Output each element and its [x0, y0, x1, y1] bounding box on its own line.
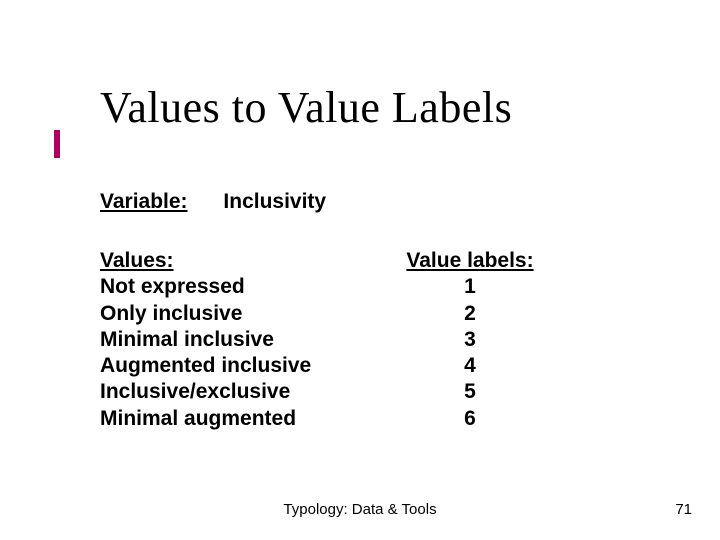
- label-row: 3: [380, 327, 560, 353]
- label-row: 2: [380, 301, 560, 327]
- label-row: 5: [380, 379, 560, 405]
- accent-bar: [54, 130, 60, 158]
- value-row: Minimal inclusive: [100, 327, 380, 353]
- values-header: Values:: [100, 248, 380, 274]
- value-row: Not expressed: [100, 274, 380, 300]
- page-number: 71: [675, 501, 692, 518]
- label-row: 6: [380, 406, 560, 432]
- label-row: 4: [380, 353, 560, 379]
- footer-text: Typology: Data & Tools: [0, 501, 720, 518]
- variable-label: Variable:: [100, 190, 188, 213]
- value-row: Inclusive/exclusive: [100, 379, 380, 405]
- labels-header: Value labels:: [380, 248, 560, 274]
- columns: Values: Not expressed Only inclusive Min…: [100, 248, 560, 432]
- slide: Values to Value Labels Variable: Inclusi…: [0, 0, 720, 540]
- values-column: Values: Not expressed Only inclusive Min…: [100, 248, 380, 432]
- value-row: Only inclusive: [100, 301, 380, 327]
- value-row: Augmented inclusive: [100, 353, 380, 379]
- variable-line: Variable: Inclusivity: [100, 190, 326, 214]
- value-row: Minimal augmented: [100, 406, 380, 432]
- variable-name: Inclusivity: [223, 190, 326, 213]
- labels-column: Value labels: 1 2 3 4 5 6: [380, 248, 560, 432]
- slide-title: Values to Value Labels: [100, 82, 512, 133]
- label-row: 1: [380, 274, 560, 300]
